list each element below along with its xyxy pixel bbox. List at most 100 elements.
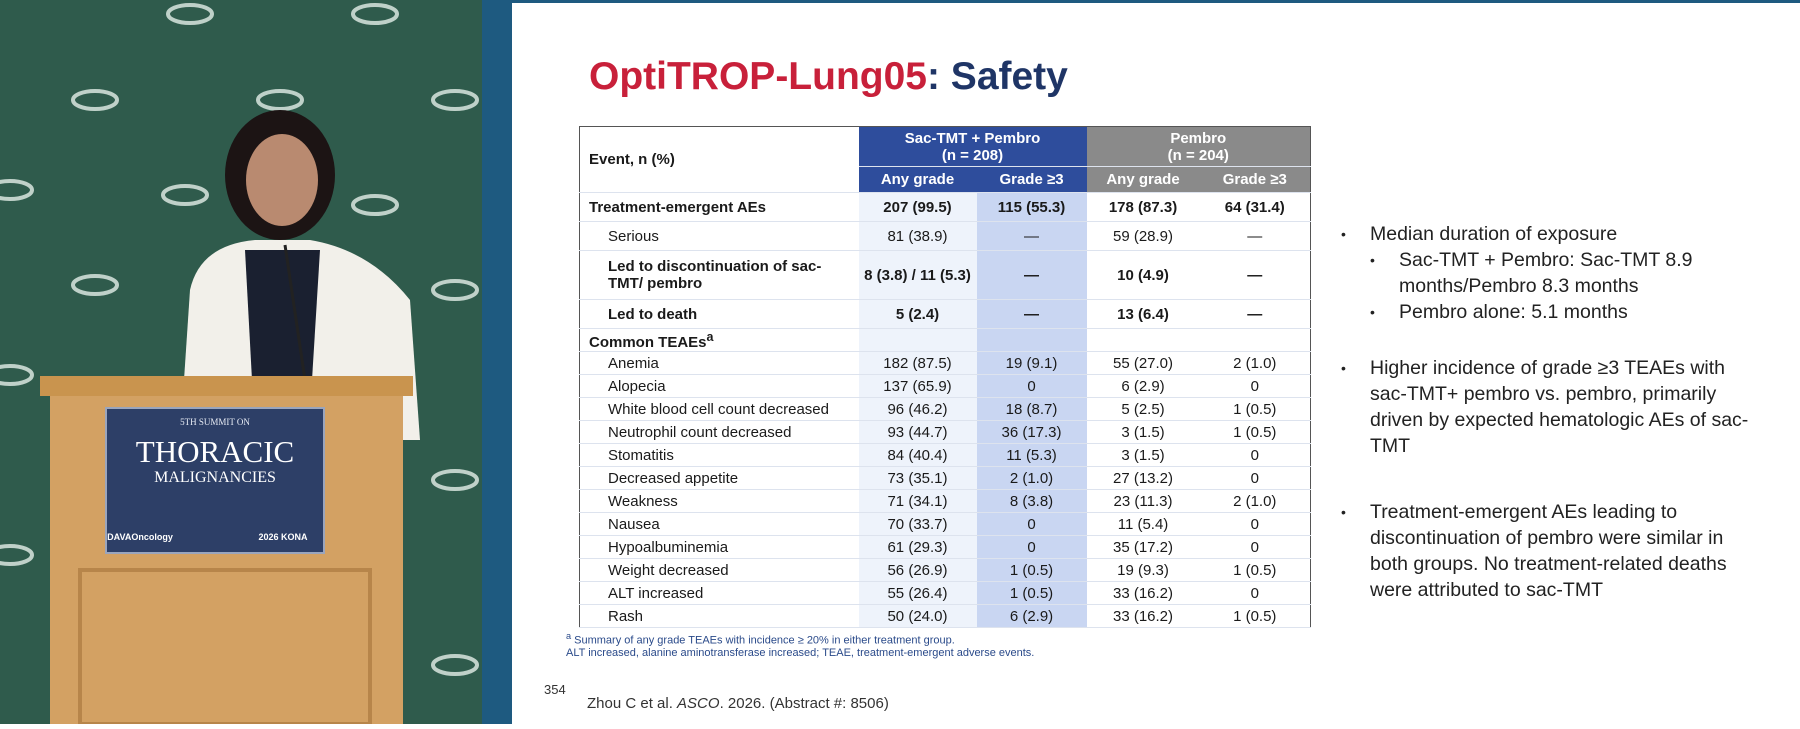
row-label-sup: a — [706, 329, 714, 344]
row-label: Anemia — [608, 354, 659, 372]
table-cell: 23 (11.3) — [1086, 489, 1200, 513]
bullet-dot: • — [1341, 504, 1346, 520]
sub-bullet: • Sac-TMT + Pembro: Sac-TMT 8.9 months/Pe… — [1370, 247, 1761, 299]
table-cell: 84 (40.4) — [858, 443, 977, 467]
table-cell: — — [1199, 250, 1311, 300]
table-cell: — — [1199, 221, 1311, 251]
table-cell — [858, 328, 977, 352]
row-label: Led to discontinuation of sac-TMT/ pembr… — [608, 258, 822, 292]
row-label: Weight decreased — [608, 561, 729, 579]
table-cell: 178 (87.3) — [1086, 192, 1200, 222]
table-cell: 1 (0.5) — [976, 558, 1087, 582]
table-row: Stomatitis 84 (40.4) 11 (5.3) 3 (1.5) 0 — [579, 443, 1311, 467]
citation-journal: ASCO — [677, 695, 720, 712]
table-cell: — — [976, 299, 1087, 329]
bullet-dot: • — [1341, 226, 1346, 242]
table-cell: 8 (3.8) / 11 (5.3) — [858, 250, 977, 300]
table-cell: 2 (1.0) — [1199, 489, 1311, 513]
row-label: Treatment-emergent AEs — [589, 198, 766, 216]
table-cell: 96 (46.2) — [858, 397, 977, 421]
footnote: ALT increased, alanine aminotransferase … — [566, 647, 1035, 659]
subheader: Grade ≥3 — [976, 166, 1087, 193]
face — [246, 134, 318, 226]
table-row: ALT increased 55 (26.4) 1 (0.5) 33 (16.2) 0 — [579, 581, 1311, 605]
top — [245, 250, 320, 380]
table-row: Weight decreased 56 (26.9) 1 (0.5) 19 (9.3)… — [579, 558, 1311, 582]
row-label-cell: ALT increased — [579, 581, 859, 605]
footnote-sup: a — [566, 631, 572, 641]
microphone — [283, 244, 307, 381]
table-cell: 36 (17.3) — [976, 420, 1087, 444]
table-cell: 13 (6.4) — [1086, 299, 1200, 329]
safety-table: Event, n (%) Sac-TMT + Pembro (n = 208) P… — [579, 126, 1312, 628]
bullet-dot: • — [1370, 252, 1375, 268]
slide-title: OptiTROP-Lung05: Safety — [589, 55, 1068, 99]
table-cell: 0 — [1199, 374, 1311, 398]
table-row: White blood cell count decreased 96 (46.2… — [579, 397, 1311, 421]
table-cell: 64 (31.4) — [1199, 192, 1311, 222]
sign-text: 5TH SUMMIT ON — [180, 417, 250, 427]
table-row: Led to discontinuation of sac-TMT/ pembr… — [579, 250, 1311, 300]
table-row: Treatment-emergent AEs 207 (99.5) 115 (55.… — [579, 192, 1311, 222]
sign-logo: DAVAOncology — [107, 532, 173, 542]
row-label-cell: Alopecia — [579, 374, 859, 398]
table-cell: 1 (0.5) — [1199, 397, 1311, 421]
table-cell: 6 (2.9) — [1086, 374, 1200, 398]
row-label-cell: Led to death — [579, 299, 859, 329]
table-cell — [1199, 328, 1311, 352]
row-label: Hypoalbuminemia — [608, 538, 729, 556]
row-label-cell: Hypoalbuminemia — [579, 535, 859, 559]
table-cell: 3 (1.5) — [1086, 420, 1200, 444]
slide: OptiTROP-Lung05: Safety Event, n (%) Sac… — [512, 0, 1800, 724]
table-cell: 70 (33.7) — [858, 512, 977, 536]
row-label-cell: Anemia — [579, 351, 859, 375]
table-cell: 73 (35.1) — [858, 466, 977, 490]
table-cell: 27 (13.2) — [1086, 466, 1200, 490]
table-cell: 2 (1.0) — [976, 466, 1087, 490]
table-cell: 0 — [976, 374, 1087, 398]
subheader: Any grade — [858, 166, 977, 193]
table-cell: — — [976, 221, 1087, 251]
table-cell: 19 (9.1) — [976, 351, 1087, 375]
subheader: Grade ≥3 — [1199, 166, 1311, 193]
table-row: Weakness 71 (34.1) 8 (3.8) 23 (11.3) 2 (1.0) — [579, 489, 1311, 513]
table-cell: 11 (5.3) — [976, 443, 1087, 467]
event-header: Event, n (%) — [579, 126, 859, 193]
podium-sign — [105, 407, 325, 554]
table-cell: 8 (3.8) — [976, 489, 1087, 513]
speaker-video: 5TH SUMMIT ON THORACIC MALIGNANCIES DAVA… — [0, 0, 512, 726]
table-cell: 0 — [1199, 443, 1311, 467]
sign-text: MALIGNANCIES — [154, 469, 276, 486]
table-row: Serious 81 (38.9) —59 (28.9) — — [579, 221, 1311, 251]
row-label-cell: Decreased appetite — [579, 466, 859, 490]
group-n: (n = 204) — [1167, 146, 1229, 164]
bullet-item: • Treatment-emergent AEs leading to disco… — [1341, 499, 1761, 603]
table-cell: 35 (17.2) — [1086, 535, 1200, 559]
table-cell: 5 (2.4) — [858, 299, 977, 329]
table-cell: 56 (26.9) — [858, 558, 977, 582]
row-label-cell: Weakness — [579, 489, 859, 513]
row-label-cell: Common TEAEsa — [579, 328, 859, 352]
row-label: Serious — [608, 227, 659, 245]
bullet-dot: • — [1370, 304, 1375, 320]
title-red: OptiTROP-Lung05 — [589, 55, 927, 98]
table-row: Alopecia 137 (65.9) 0 6 (2.9) 0 — [579, 374, 1311, 398]
sub-bullet-text: Sac-TMT + Pembro: Sac-TMT 8.9 months/Pem… — [1399, 249, 1693, 297]
table-cell: 6 (2.9) — [976, 604, 1087, 628]
row-label: Decreased appetite — [608, 469, 739, 487]
row-label: Rash — [608, 607, 644, 625]
table-row: Nausea 70 (33.7) 0 11 (5.4) 0 — [579, 512, 1311, 536]
row-label: White blood cell count decreased — [608, 400, 829, 418]
table-cell — [976, 328, 1087, 352]
bullet-list: • Median duration of exposure • Sac-TMT + P… — [1341, 221, 1761, 643]
row-label-cell: Weight decreased — [579, 558, 859, 582]
footnote-text: Summary of any grade TEAEs with incidenc… — [574, 634, 955, 647]
bullet-text: Treatment-emergent AEs leading to discon… — [1370, 501, 1727, 601]
row-label: Neutrophil count decreased — [608, 423, 792, 441]
title-blue: : Safety — [926, 55, 1068, 98]
row-label: Common TEAEs — [589, 333, 707, 351]
row-label: Led to death — [608, 305, 698, 323]
row-label: Alopecia — [608, 377, 666, 395]
row-label: Stomatitis — [608, 446, 674, 464]
